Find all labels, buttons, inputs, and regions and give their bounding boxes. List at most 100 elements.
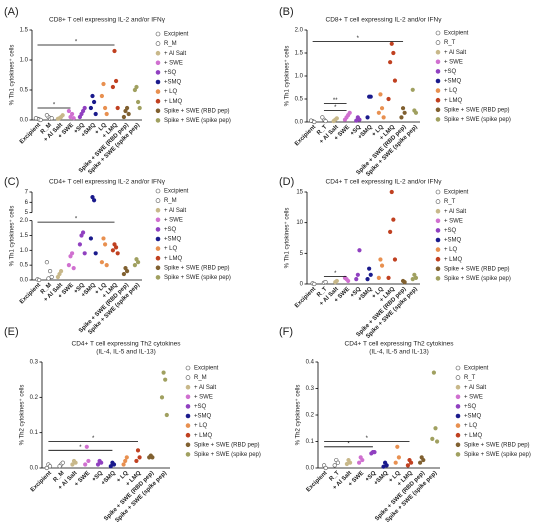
y-tick-label: 0	[300, 282, 304, 288]
legend-label: + LQ	[444, 88, 458, 94]
data-point	[435, 439, 440, 444]
y-tick-label: 0.4	[306, 360, 315, 366]
x-tick-label: Excipient	[306, 470, 329, 493]
data-point	[112, 48, 117, 54]
significance-label: *	[75, 40, 78, 46]
y-tick-label: 0.1	[30, 430, 39, 436]
data-point	[55, 116, 61, 121]
legend-marker	[435, 276, 441, 281]
y-tick-label: 0.2	[306, 413, 315, 419]
legend-label: Excipient	[194, 366, 219, 372]
significance-label: *	[53, 103, 56, 109]
chart-subtitle: (IL-4, IL-5 and IL-13)	[96, 349, 156, 356]
legend-label: + LQ	[464, 423, 478, 429]
legend-label: + Al Salt	[194, 385, 217, 391]
significance-label: *	[79, 445, 82, 451]
legend-label: Spike + SWE (RBD pep)	[444, 266, 510, 272]
legend-label: + LQ	[444, 247, 458, 253]
x-tick-label: +SMQ	[373, 470, 390, 487]
data-point	[121, 114, 126, 120]
legend-label: Spike + SWE (RBD pep)	[164, 265, 230, 271]
data-point	[124, 455, 129, 460]
data-point	[402, 280, 407, 285]
data-point	[82, 105, 87, 111]
legend-marker	[185, 365, 191, 371]
data-point	[379, 106, 385, 111]
legend-marker	[435, 256, 441, 262]
legend-label: Excipient	[444, 190, 469, 196]
legend-label: R_T	[464, 375, 476, 381]
y-tick-label: 10	[296, 220, 303, 226]
legend-marker	[435, 30, 441, 36]
legend-marker	[155, 255, 161, 261]
data-point	[93, 111, 98, 117]
legend-marker	[185, 384, 191, 390]
legend-marker	[155, 188, 161, 194]
data-point	[102, 105, 108, 111]
legend-label: Excipient	[464, 366, 489, 372]
legend-marker	[155, 41, 161, 46]
legend-marker	[185, 375, 191, 380]
legend-label: + LMQ	[164, 99, 183, 105]
legend-marker	[185, 442, 191, 448]
legend-label: +SQ	[444, 228, 457, 234]
data-point	[376, 275, 381, 280]
legend-label: Spike + SWE (RBD pep)	[444, 107, 510, 113]
data-point	[379, 263, 385, 268]
legend-label: + LQ	[164, 246, 178, 252]
data-point	[357, 248, 362, 253]
data-point	[344, 461, 350, 467]
data-point	[147, 455, 152, 460]
y-axis-label: % Th1 cytokines⁺ cells	[9, 206, 16, 267]
legend-label: + LMQ	[194, 433, 213, 439]
chart-subtitle: (IL-4, IL-5 and IL-13)	[369, 349, 429, 356]
data-point	[113, 245, 119, 250]
data-point	[355, 272, 360, 277]
legend-label: R_M	[164, 198, 177, 204]
legend-label: + Al Salt	[164, 51, 187, 57]
data-point	[161, 370, 166, 375]
data-point	[73, 460, 78, 465]
legend-label: + LMQ	[444, 98, 463, 104]
data-point	[357, 460, 362, 465]
legend-marker	[435, 49, 441, 55]
data-point	[430, 436, 435, 441]
legend-label: Spike + SWE (RBD pep)	[194, 442, 260, 448]
data-point	[60, 460, 65, 465]
significance-label: *	[75, 217, 78, 223]
panel-label: (B)	[279, 6, 294, 18]
legend-marker	[435, 218, 441, 224]
legend-marker	[155, 198, 161, 203]
legend-marker	[455, 384, 461, 390]
legend-label: + Al Salt	[444, 50, 467, 56]
data-point	[368, 94, 373, 99]
legend-marker	[155, 118, 161, 123]
data-point	[164, 412, 169, 418]
legend-marker	[155, 98, 161, 104]
data-point	[342, 117, 348, 122]
data-point	[388, 60, 393, 65]
data-point	[393, 460, 398, 465]
y-tick-label: 5	[25, 210, 29, 216]
legend-label: R_T	[444, 199, 456, 205]
data-point	[418, 460, 423, 465]
data-point	[90, 93, 95, 99]
legend-label: +SMQ	[464, 414, 482, 420]
panel-label: (E)	[4, 326, 19, 338]
data-point	[308, 118, 314, 123]
data-point	[388, 229, 393, 234]
data-point	[57, 464, 62, 469]
y-tick-label: 0.0	[306, 466, 315, 472]
legend-label: + LQ	[194, 423, 208, 429]
data-point	[83, 462, 88, 467]
significance-label: *	[366, 436, 369, 442]
data-point	[159, 395, 165, 400]
data-point	[66, 263, 71, 268]
data-point	[70, 462, 75, 467]
data-point	[389, 189, 394, 195]
legend-marker	[435, 78, 441, 84]
data-point	[93, 251, 98, 256]
data-point	[49, 274, 54, 280]
legend-marker	[435, 40, 441, 45]
x-tick-label: Excipient	[19, 122, 42, 145]
